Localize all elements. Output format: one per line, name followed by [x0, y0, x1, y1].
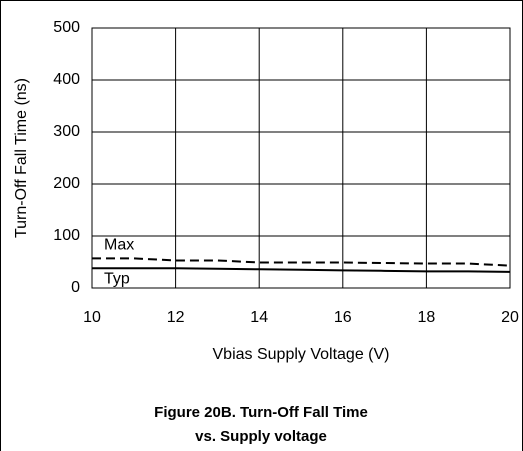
y-tick-label: 100 — [53, 227, 80, 244]
series-label: Typ — [104, 270, 130, 287]
y-tick-label: 0 — [71, 279, 80, 296]
x-axis-label: Vbias Supply Voltage (V) — [213, 346, 390, 363]
y-tick-label: 300 — [53, 123, 80, 140]
y-tick-label: 200 — [53, 175, 80, 192]
x-tick-label: 16 — [334, 309, 352, 326]
series-line — [92, 267, 511, 273]
chart-title: Figure 20B. Turn-Off Fall Time — [154, 404, 368, 421]
x-tick-label: 18 — [418, 309, 436, 326]
x-tick-label: 10 — [83, 309, 101, 326]
x-tick-label: 20 — [501, 309, 519, 326]
series-label: Max — [104, 237, 134, 254]
plot-area — [91, 27, 511, 289]
y-tick-label: 500 — [53, 19, 80, 36]
y-axis-label: Turn-Off Fall Time (ns) — [13, 78, 30, 238]
x-tick-label: 12 — [167, 309, 185, 326]
y-tick-label: 400 — [53, 71, 80, 88]
chart-subtitle: vs. Supply voltage — [195, 428, 327, 445]
x-tick-label: 14 — [250, 309, 268, 326]
